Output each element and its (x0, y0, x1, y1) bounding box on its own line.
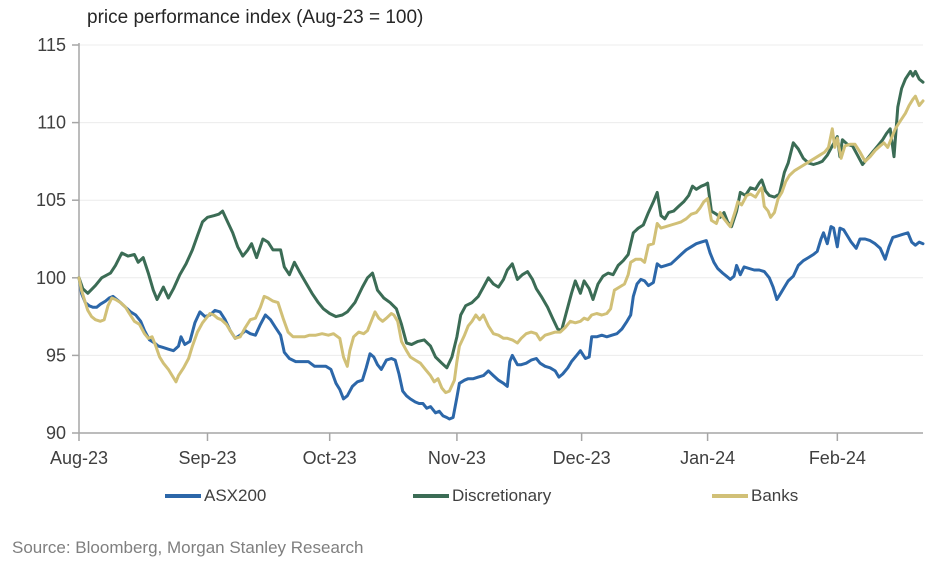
source-note: Source: Bloomberg, Morgan Stanley Resear… (12, 538, 364, 557)
y-tick-label: 100 (36, 268, 66, 288)
x-tick-label: Dec-23 (553, 448, 611, 468)
y-tick-label: 115 (37, 35, 66, 55)
series-line-discretionary (77, 69, 925, 370)
y-tick-label: 90 (46, 423, 66, 443)
chart-title: price performance index (Aug-23 = 100) (87, 7, 424, 28)
asx200-line-swatch-icon (165, 494, 201, 498)
x-tick-label: Jan-24 (680, 448, 735, 468)
x-tick-label: Aug-23 (50, 448, 108, 468)
series-line-banks (77, 94, 925, 395)
banks-line-swatch-icon (712, 494, 748, 498)
price-performance-line-chart: 90 95 100 105 110 115 Aug-23 Sep-23 Oct-23 Nov-23… (36, 35, 925, 468)
legend-item-asx200: ASX200 (165, 486, 266, 506)
y-tick-label: 105 (36, 190, 66, 210)
legend-item-discretionary: Discretionary (413, 486, 551, 506)
discretionary-line-swatch-icon (413, 494, 449, 498)
series-line-asx200 (77, 225, 925, 421)
legend-label-banks: Banks (751, 486, 799, 505)
x-tick-label: Sep-23 (178, 448, 236, 468)
x-tick-label: Oct-23 (303, 448, 357, 468)
chart-legend: ASX200 Discretionary Banks (0, 486, 950, 506)
legend-item-banks: Banks (712, 486, 798, 506)
x-tick-label: Nov-23 (428, 448, 486, 468)
legend-label-asx200: ASX200 (204, 486, 267, 505)
x-tick-label: Feb-24 (809, 448, 866, 468)
legend-label-discretionary: Discretionary (452, 486, 552, 505)
y-tick-label: 95 (46, 345, 66, 365)
y-tick-label: 110 (37, 113, 66, 133)
